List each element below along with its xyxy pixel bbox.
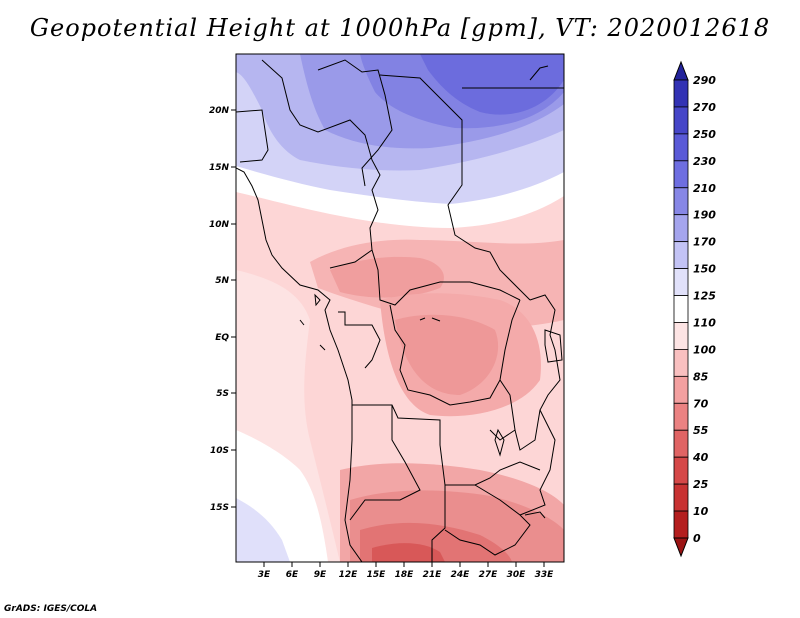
lat-label: 20N [209, 106, 230, 116]
field-atlantic-blue [236, 498, 290, 562]
colorbar-label: 125 [693, 290, 716, 303]
colorbar-label: 40 [692, 451, 709, 464]
colorbar-label: 0 [693, 532, 701, 545]
colorbar-label: 210 [693, 182, 716, 195]
colorbar-segment [673, 214, 689, 243]
field-band-110 [236, 166, 564, 228]
lat-label: 10S [210, 446, 229, 456]
lat-label: 5N [215, 276, 229, 286]
field-band-40-south [372, 543, 445, 562]
colorbar-label: 55 [693, 424, 709, 437]
lon-label: 6E [286, 570, 299, 580]
field-band-70-north [330, 256, 444, 298]
colorbar-segment [673, 295, 689, 323]
lon-label: 15E [367, 570, 387, 580]
colorbar-segment [673, 241, 689, 269]
map-plot-area [236, 54, 564, 562]
lat-label: 10N [209, 220, 230, 230]
lon-label: 3E [258, 570, 271, 580]
lat-label: 15N [209, 163, 230, 173]
field-band-70-central [395, 314, 499, 395]
colorbar-label: 70 [693, 397, 709, 410]
colorbar-label: 10 [693, 505, 709, 518]
lon-label: 30E [507, 570, 527, 580]
lat-label: 15S [210, 503, 229, 513]
lon-label: 24E [451, 570, 471, 580]
map-title: Geopotential Height at 1000hPa [gpm], VT… [29, 14, 771, 42]
colorbar-segment [673, 160, 689, 189]
colorbar-label: 85 [693, 370, 709, 383]
lon-label: 21E [423, 570, 443, 580]
colorbar-segment [673, 79, 689, 108]
colorbar-label: 230 [693, 155, 716, 168]
colorbar-label: 150 [693, 263, 716, 276]
lon-label: 9E [314, 570, 327, 580]
map-frame [235, 53, 565, 563]
colorbar-segment [673, 322, 689, 350]
lon-label: 12E [339, 570, 359, 580]
colorbar-segment [673, 60, 689, 81]
colorbar-label: 270 [693, 101, 716, 114]
lat-label: EQ [215, 333, 229, 343]
colorbar-segment [673, 268, 689, 296]
lon-label: 27E [479, 570, 499, 580]
field-band-230 [420, 54, 564, 115]
colorbar-segment [673, 133, 689, 162]
colorbar-segment [673, 349, 689, 377]
colorbar-segment [673, 537, 689, 558]
colorbar-segment [673, 483, 689, 512]
colorbar-label: 110 [693, 316, 716, 329]
latitude-axis: 20N 15N 10N 5N EQ 5S 10S 15S [209, 106, 236, 513]
longitude-axis: 3E 6E 9E 12E 15E 18E 21E 24E 27E 30E 33E [258, 562, 554, 580]
colorbar-segment [673, 456, 689, 485]
grads-credit: GrADS: IGES/COLA [4, 604, 98, 614]
coastlines-borders [236, 59, 564, 562]
colorbar-segment [673, 375, 689, 404]
lon-label: 33E [535, 570, 555, 580]
colorbar-label: 290 [693, 74, 716, 87]
lon-label: 18E [395, 570, 415, 580]
colorbar: 2902702502302101901701501251101008570554… [673, 60, 716, 558]
colorbar-label: 25 [693, 478, 709, 491]
colorbar-segment [673, 510, 689, 539]
colorbar-segment [673, 402, 689, 431]
colorbar-segment [673, 187, 689, 216]
lat-label: 5S [216, 389, 229, 399]
colorbar-segment [673, 106, 689, 135]
colorbar-label: 100 [693, 343, 716, 356]
colorbar-label: 250 [693, 128, 716, 141]
colorbar-segment [673, 429, 689, 458]
colorbar-label: 170 [693, 236, 716, 249]
colorbar-label: 190 [693, 209, 716, 222]
